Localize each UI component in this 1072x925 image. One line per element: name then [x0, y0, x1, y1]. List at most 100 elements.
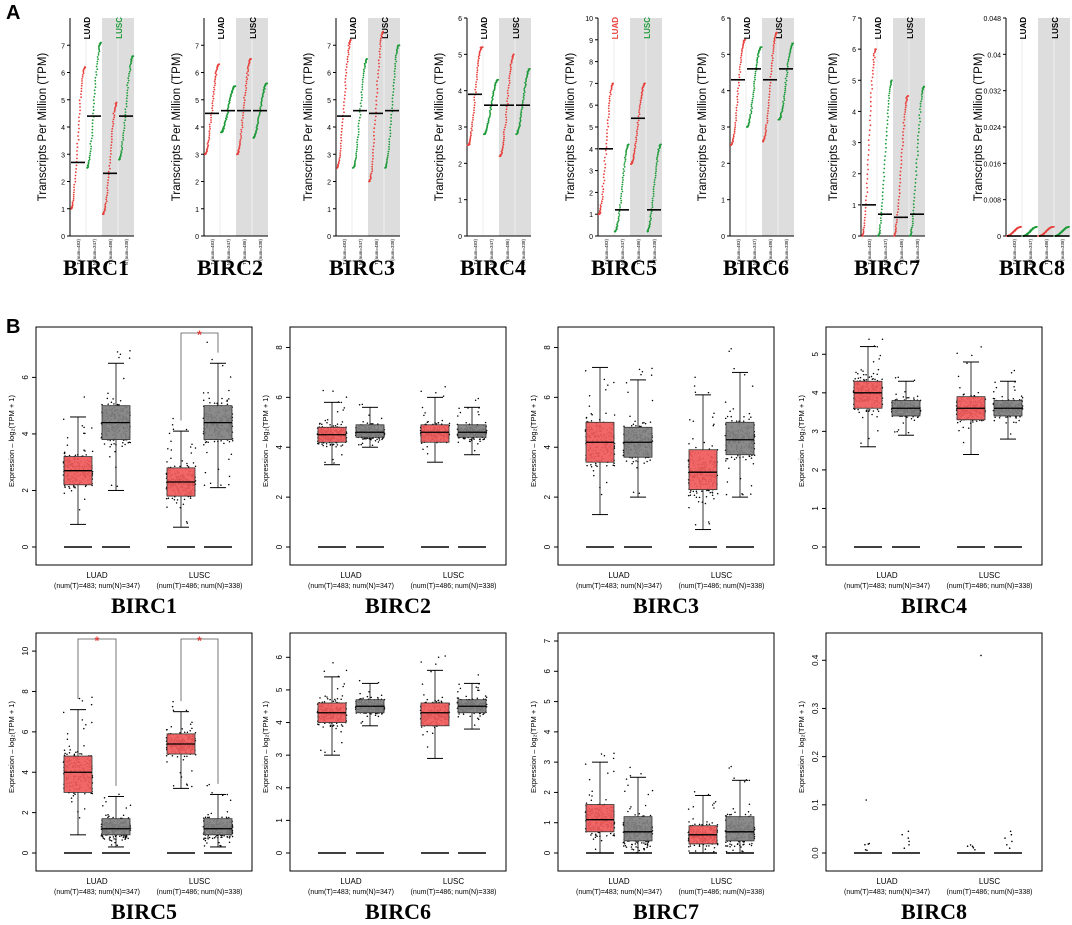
data-point — [207, 143, 209, 145]
y-tick-label: 1 — [195, 207, 199, 214]
data-point — [601, 202, 603, 204]
data-point — [476, 71, 478, 73]
x-count-label: (num(T)=486; num(N)=338) — [411, 583, 497, 590]
data-point — [510, 64, 512, 66]
data-point — [741, 55, 743, 57]
data-point — [340, 145, 342, 147]
data-point — [767, 110, 769, 112]
data-point — [888, 95, 890, 97]
data-point — [873, 64, 875, 66]
data-point — [870, 101, 872, 103]
data-point — [767, 107, 769, 109]
data-point — [633, 492, 635, 494]
data-point — [692, 438, 694, 440]
data-point — [610, 93, 612, 95]
data-point — [773, 44, 775, 46]
data-point — [727, 481, 729, 483]
x-group-label: LUSC — [189, 571, 211, 580]
y-tick-label: 6 — [275, 395, 284, 400]
data-point — [388, 144, 390, 146]
data-point — [614, 414, 616, 416]
data-point — [112, 113, 114, 115]
data-point — [387, 153, 389, 155]
data-point — [634, 149, 636, 151]
data-point — [638, 111, 640, 113]
data-point — [733, 368, 735, 370]
data-point — [89, 153, 91, 155]
data-point — [871, 84, 873, 86]
data-point — [754, 87, 756, 89]
data-point — [754, 75, 756, 77]
data-point — [753, 89, 755, 91]
data-point — [771, 65, 773, 67]
data-point — [784, 99, 786, 101]
data-point — [376, 104, 378, 106]
data-point — [111, 444, 113, 446]
data-point — [206, 452, 208, 454]
data-point — [877, 346, 879, 348]
data-point — [591, 414, 593, 416]
data-point — [751, 485, 753, 487]
data-point — [873, 53, 875, 55]
data-point — [768, 96, 770, 98]
data-point — [520, 113, 522, 115]
data-point — [214, 402, 216, 404]
y-tick-label: 5 — [811, 351, 820, 356]
data-point — [341, 128, 343, 130]
data-point — [212, 95, 214, 97]
data-point — [755, 71, 757, 73]
data-point — [73, 196, 75, 198]
data-point — [391, 107, 393, 109]
data-point — [655, 170, 657, 172]
data-point — [915, 162, 917, 164]
data-point — [737, 99, 739, 101]
data-point — [870, 110, 872, 112]
data-point — [128, 73, 130, 75]
data-point — [605, 389, 607, 391]
data-point — [108, 171, 110, 173]
data-point — [740, 59, 742, 61]
data-point — [215, 75, 217, 77]
data-point — [390, 133, 392, 135]
data-point — [166, 498, 168, 500]
data-point — [170, 441, 172, 443]
data-point — [209, 132, 211, 134]
data-point — [586, 417, 588, 419]
data-point — [709, 523, 711, 525]
data-point — [507, 92, 509, 94]
data-point — [104, 206, 106, 208]
group-label: LUAD — [349, 17, 358, 39]
data-point — [347, 50, 349, 52]
data-point — [340, 137, 342, 139]
data-point — [340, 445, 342, 447]
data-point — [886, 135, 888, 137]
y-tick-label: 0 — [589, 234, 593, 241]
data-point — [699, 497, 701, 499]
data-point — [458, 442, 460, 444]
data-point — [624, 162, 626, 164]
data-point — [788, 56, 790, 58]
y-axis-label: Transcripts Per Million (TPM) — [171, 53, 183, 202]
data-point — [371, 170, 373, 172]
data-point — [94, 93, 96, 95]
y-axis-label: Expression – log₂(TPM + 1) — [797, 395, 806, 487]
data-point — [637, 122, 639, 124]
data-point — [642, 371, 644, 373]
data-point — [112, 125, 114, 127]
data-point — [475, 400, 477, 402]
data-point — [203, 444, 205, 446]
group-label: LUSC — [643, 17, 652, 39]
y-tick-label: 0 — [21, 544, 30, 549]
data-point — [176, 502, 178, 504]
data-point — [921, 92, 923, 94]
data-point — [771, 55, 773, 57]
data-point — [329, 424, 331, 426]
data-point — [882, 184, 884, 186]
data-point — [376, 80, 378, 82]
data-point — [639, 369, 641, 371]
data-point — [172, 418, 174, 420]
x-group-label: LUAD — [86, 571, 108, 580]
data-point — [191, 452, 193, 454]
